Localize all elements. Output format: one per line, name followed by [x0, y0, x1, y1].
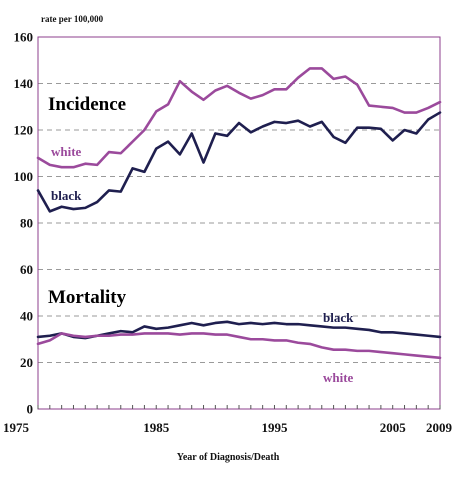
series-line-incidence-white: [36, 67, 442, 169]
y-tick-label: 120: [14, 123, 34, 138]
x-tick-label: 2009: [426, 420, 453, 435]
mortality-title: Mortality: [48, 287, 127, 308]
y-axis-label: rate per 100,000: [41, 14, 104, 24]
incidence-black-label: black: [51, 188, 82, 203]
incidence-title: Incidence: [48, 94, 126, 115]
y-tick-label: 40: [20, 309, 33, 324]
y-tick-label: 20: [20, 355, 33, 370]
series-line-mortality-white: [36, 332, 442, 360]
y-tick-label: 100: [14, 169, 34, 184]
series-line-mortality-black: [36, 320, 442, 340]
y-tick-label: 160: [14, 30, 34, 45]
y-tick-label: 60: [20, 262, 33, 277]
x-tick-label: 2005: [380, 420, 407, 435]
x-tick-label: 1985: [143, 420, 170, 435]
mortality-black-label: black: [323, 310, 354, 325]
y-tick-label: 80: [20, 216, 33, 231]
x-tick-label: 1975: [3, 420, 30, 435]
incidence-white-label: white: [51, 144, 82, 159]
x-axis-label: Year of Diagnosis/Death: [177, 452, 280, 463]
y-tick-label: 0: [27, 402, 34, 417]
mortality-white-label: white: [323, 370, 354, 385]
y-tick-label: 140: [14, 76, 34, 91]
x-tick-label: 1995: [261, 420, 288, 435]
series-line-incidence-black: [36, 111, 442, 213]
